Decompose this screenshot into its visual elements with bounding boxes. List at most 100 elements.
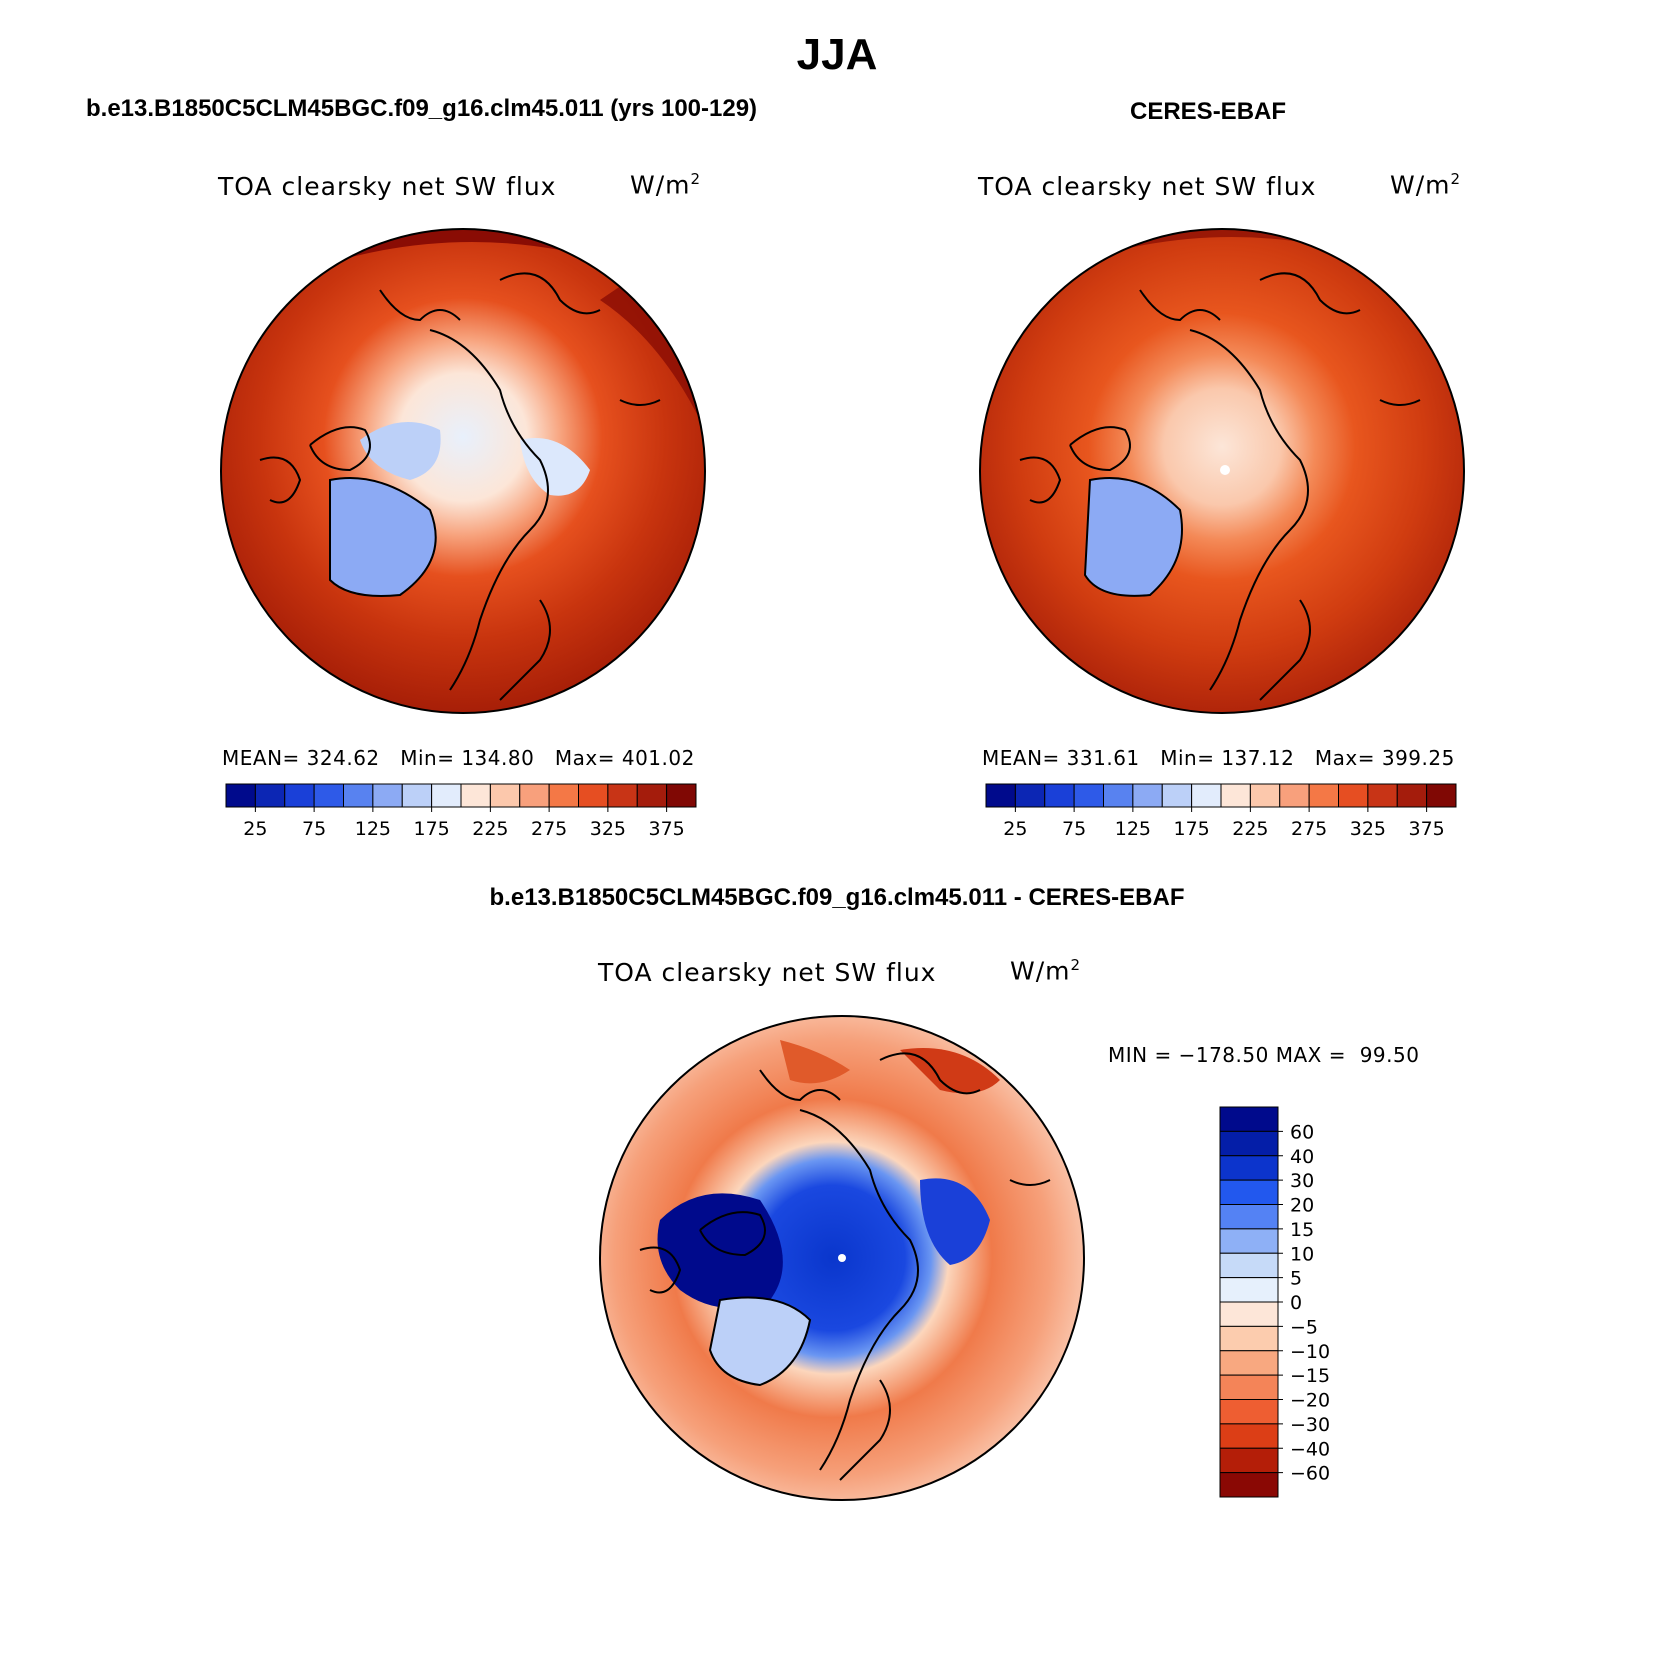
diff-stats: MIN = −178.50 MAX = 99.50 (1108, 1043, 1420, 1067)
obs-panel-title: CERES-EBAF (1130, 98, 1287, 125)
diff-colorbar-tick-label: 5 (1290, 1268, 1302, 1290)
obs-colorbar-swatch (1132, 783, 1163, 808)
obs-colorbar-swatch (1396, 783, 1428, 808)
model-colorbar-swatch (636, 783, 668, 808)
diff-colorbar-swatch (1219, 1447, 1279, 1474)
obs-colorbar-swatch (1044, 783, 1075, 808)
model-colorbar-swatch (343, 783, 374, 808)
obs-colorbar-tick-label: 175 (1173, 818, 1209, 840)
model-colorbar: 25 75 125 175 225 275 325 375 (225, 783, 697, 840)
obs-variable-label: TOA clearsky net SW flux (978, 172, 1317, 201)
obs-colorbar-swatch (1308, 783, 1339, 808)
diff-colorbar-tick-label: 40 (1290, 1146, 1314, 1168)
model-colorbar-tick-label: 225 (472, 818, 508, 840)
obs-colorbar-swatch (1103, 783, 1134, 808)
diff-colorbar-tick-label: 15 (1290, 1219, 1314, 1241)
model-polar-map (221, 229, 705, 713)
model-colorbar-swatch (284, 783, 315, 808)
diff-colorbar-tick-label: 60 (1290, 1121, 1314, 1143)
model-colorbar-swatch (578, 783, 609, 808)
obs-colorbar-swatch (1279, 783, 1310, 808)
obs-colorbar-swatch (1191, 783, 1222, 808)
diff-panel-title: b.e13.B1850C5CLM45BGC.f09_g16.clm45.011 … (489, 884, 1185, 911)
model-colorbar-swatch (401, 783, 433, 808)
obs-units-label: W/m2 (1390, 170, 1462, 200)
diff-colorbar-swatch (1219, 1130, 1279, 1157)
model-stats: MEAN= 324.62 Min= 134.80 Max= 401.02 (222, 746, 695, 770)
diff-colorbar-tick-label: 20 (1290, 1195, 1314, 1217)
diff-colorbar-swatch (1219, 1277, 1279, 1303)
obs-colorbar-tick-label: 275 (1291, 818, 1327, 840)
obs-colorbar-swatch (1338, 783, 1369, 808)
model-colorbar-swatch (431, 783, 462, 808)
model-colorbar-swatch (489, 783, 521, 808)
diff-colorbar-swatch (1219, 1204, 1279, 1230)
model-colorbar-tick-label: 375 (648, 818, 684, 840)
diff-colorbar-swatch (1219, 1399, 1279, 1425)
model-colorbar-tick-label: 325 (590, 818, 626, 840)
obs-colorbar-swatch (1073, 783, 1104, 808)
diff-colorbar-swatch (1219, 1228, 1279, 1254)
model-colorbar-tick-label: 275 (531, 818, 567, 840)
diff-colorbar-tick-label: −5 (1290, 1316, 1318, 1338)
diff-colorbar-swatch (1219, 1106, 1279, 1132)
model-units-label: W/m2 (630, 170, 702, 200)
model-variable-label: TOA clearsky net SW flux (218, 172, 557, 201)
diff-colorbar-tick-label: 10 (1290, 1243, 1314, 1265)
obs-colorbar: 25 75 125 175 225 275 325 375 (985, 783, 1457, 840)
diff-colorbar-tick-label: 0 (1290, 1292, 1302, 1314)
model-colorbar-tick-label: 125 (355, 818, 391, 840)
model-colorbar-swatch (225, 783, 256, 808)
diff-colorbar-tick-label: −60 (1290, 1463, 1330, 1485)
diff-colorbar-swatch (1219, 1325, 1279, 1352)
diff-colorbar-swatch (1219, 1423, 1279, 1449)
diff-variable-label: TOA clearsky net SW flux (598, 958, 937, 987)
model-colorbar-swatch (372, 783, 403, 808)
diff-colorbar-swatch (1219, 1179, 1279, 1205)
diff-colorbar-swatch (1219, 1301, 1279, 1327)
diff-colorbar-tick-label: 30 (1290, 1170, 1314, 1192)
diff-colorbar-tick-label: −40 (1290, 1438, 1330, 1460)
diff-colorbar-swatch (1219, 1472, 1279, 1498)
obs-colorbar-swatch (1426, 783, 1457, 808)
model-colorbar-swatch (460, 783, 491, 808)
obs-colorbar-swatch (1367, 783, 1398, 808)
diff-colorbar-tick-label: −20 (1290, 1390, 1330, 1412)
main-title: JJA (796, 30, 878, 79)
diff-colorbar-swatch (1219, 1252, 1279, 1279)
model-colorbar-swatch (607, 783, 638, 808)
diff-colorbar-tick-label: −10 (1290, 1341, 1330, 1363)
diff-colorbar-swatch (1219, 1374, 1279, 1400)
obs-colorbar-tick-label: 225 (1232, 818, 1268, 840)
obs-colorbar-tick-label: 325 (1350, 818, 1386, 840)
diff-colorbar-tick-label: −30 (1290, 1414, 1330, 1436)
model-colorbar-swatch (548, 783, 579, 808)
diff-polar-map (600, 1016, 1084, 1500)
model-colorbar-tick-label: 75 (302, 818, 326, 840)
obs-colorbar-swatch (1161, 783, 1193, 808)
diff-colorbar-swatch (1219, 1155, 1279, 1181)
model-colorbar-swatch (519, 783, 550, 808)
model-colorbar-tick-label: 175 (413, 818, 449, 840)
model-colorbar-swatch (666, 783, 697, 808)
obs-colorbar-swatch (1014, 783, 1046, 808)
obs-stats: MEAN= 331.61 Min= 137.12 Max= 399.25 (982, 746, 1455, 770)
obs-colorbar-swatch (1249, 783, 1281, 808)
diff-colorbar-swatch (1219, 1350, 1279, 1376)
obs-map-border (979, 228, 1465, 714)
model-map-border (220, 228, 706, 714)
obs-polar-map (980, 229, 1464, 713)
diff-colorbar-tick-label: −15 (1290, 1365, 1330, 1387)
obs-colorbar-swatch (1220, 783, 1251, 808)
model-colorbar-tick-label: 25 (243, 818, 267, 840)
model-colorbar-swatch (254, 783, 286, 808)
model-colorbar-swatch (313, 783, 344, 808)
diff-map-border (599, 1015, 1085, 1501)
diff-units-label: W/m2 (1010, 956, 1082, 986)
obs-colorbar-tick-label: 125 (1115, 818, 1151, 840)
obs-colorbar-tick-label: 375 (1408, 818, 1444, 840)
obs-colorbar-swatch (985, 783, 1016, 808)
model-panel-title: b.e13.B1850C5CLM45BGC.f09_g16.clm45.011 … (86, 95, 758, 122)
